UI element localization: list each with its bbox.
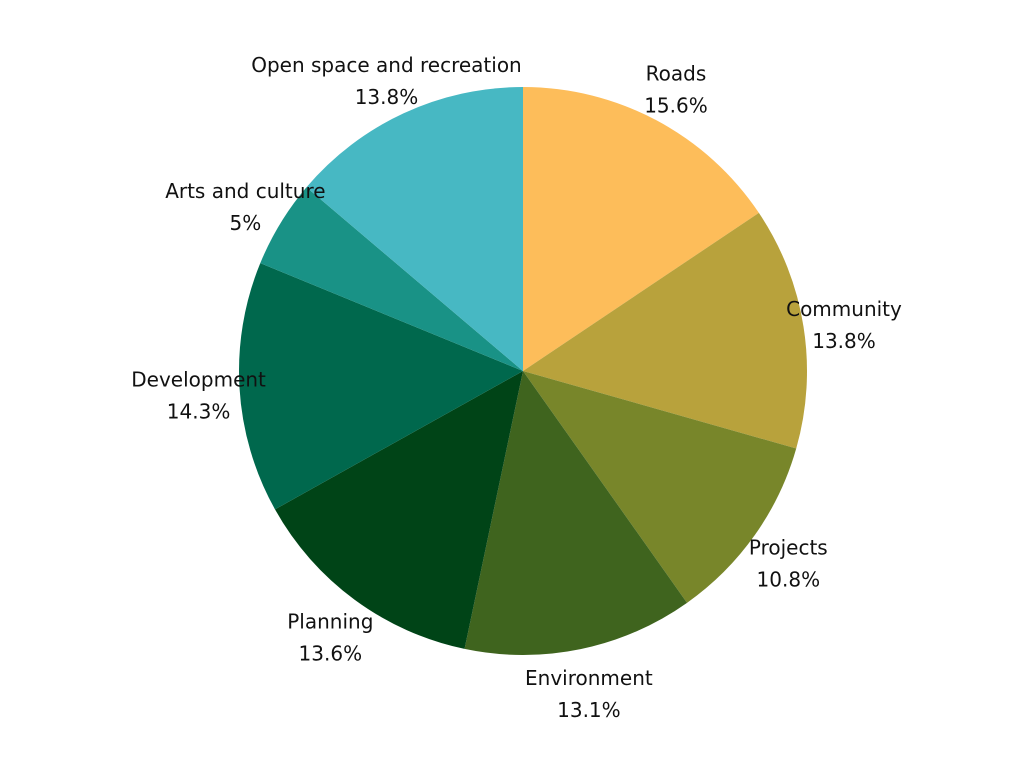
pie-slice-community	[523, 212, 808, 449]
slice-category-label: Environment	[525, 666, 653, 690]
pie-slice-arts-and-culture	[260, 187, 523, 371]
pie-label-projects: Projects 10.8%	[749, 536, 828, 592]
pie-slice-open-space-and-recreation	[306, 87, 523, 371]
pie-slice-roads	[523, 87, 759, 371]
slice-percent-label: 13.8%	[355, 85, 419, 109]
slice-percent-label: 13.1%	[557, 698, 621, 722]
pie-labels: Roads 15.6% Community 13.8% Projects 10.8% Env…	[131, 53, 902, 722]
slice-category-label: Community	[786, 297, 902, 321]
pie-label-arts-and-culture: Arts and culture 5%	[165, 179, 325, 235]
pie-label-environment: Environment 13.1%	[525, 666, 653, 722]
slice-percent-label: 15.6%	[644, 93, 708, 117]
slice-category-label: Development	[131, 367, 266, 391]
pie-label-community: Community 13.8%	[786, 297, 902, 353]
slice-percent-label: 10.8%	[757, 568, 821, 592]
slice-percent-label: 13.6%	[299, 642, 363, 666]
pie-label-development: Development 14.3%	[131, 367, 266, 423]
pie-slice-planning	[274, 371, 523, 649]
slice-category-label: Projects	[749, 536, 828, 560]
slice-category-label: Planning	[287, 610, 373, 634]
pie-label-open-space-and-recreation: Open space and recreation 13.8%	[251, 53, 522, 109]
slice-category-label: Arts and culture	[165, 179, 325, 203]
pie-label-roads: Roads 15.6%	[644, 61, 708, 117]
pie-slice-projects	[523, 371, 797, 603]
slice-percent-label: 14.3%	[167, 399, 231, 423]
slice-category-label: Roads	[646, 61, 707, 85]
slice-percent-label: 13.8%	[812, 329, 876, 353]
slice-category-label: Open space and recreation	[251, 53, 522, 77]
pie-slices	[239, 87, 808, 656]
pie-label-planning: Planning 13.6%	[287, 610, 373, 666]
slice-percent-label: 5%	[229, 211, 261, 235]
pie-slice-environment	[464, 371, 688, 656]
pie-slice-development	[239, 263, 523, 510]
